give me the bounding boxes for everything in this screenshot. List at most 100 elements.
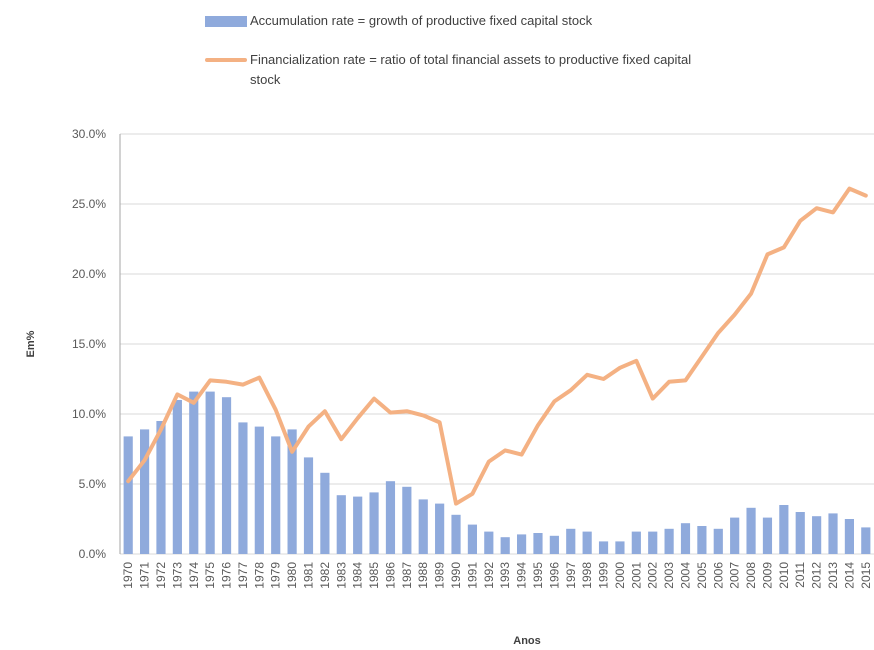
y-axis-title: Em% <box>25 330 37 357</box>
x-tick-label: 2005 <box>695 562 709 589</box>
bar <box>353 496 363 554</box>
x-tick-label: 1970 <box>121 562 135 589</box>
bar <box>303 457 314 554</box>
x-tick-label: 1999 <box>597 562 611 589</box>
bar <box>664 528 674 554</box>
x-tick-label: 1979 <box>269 562 283 589</box>
bar <box>385 481 396 554</box>
bar <box>271 436 281 554</box>
legend-label: Financialization rate = ratio of total f… <box>250 52 692 87</box>
bar <box>516 534 527 554</box>
x-tick-label: 2009 <box>760 562 774 589</box>
x-tick-label: 2011 <box>793 562 807 588</box>
y-tick-label: 5.0% <box>79 477 107 491</box>
bar <box>812 516 822 554</box>
x-tick-label: 1984 <box>351 562 365 589</box>
bar <box>156 421 166 554</box>
bar <box>369 492 379 554</box>
x-tick-label: 1986 <box>383 562 397 589</box>
y-tick-label: 15.0% <box>72 337 106 351</box>
y-tick-label: 25.0% <box>72 197 106 211</box>
bar <box>779 505 789 554</box>
legend-label: Accumulation rate = growth of productive… <box>250 13 593 28</box>
x-tick-label: 1983 <box>334 562 348 589</box>
bar <box>287 429 297 554</box>
bar <box>828 513 838 554</box>
x-tick-label: 1982 <box>318 562 332 589</box>
bar <box>746 507 756 554</box>
bar <box>730 517 740 554</box>
x-tick-label: 2010 <box>777 562 791 589</box>
y-tick-label: 0.0% <box>79 547 107 561</box>
bar <box>566 528 576 554</box>
x-tick-label: 2008 <box>744 562 758 589</box>
x-tick-label: 1998 <box>580 562 594 589</box>
x-tick-label: 1994 <box>515 562 529 589</box>
x-tick-label: 2003 <box>662 562 676 589</box>
bar <box>467 524 478 554</box>
bar <box>189 391 199 554</box>
bar <box>205 391 215 554</box>
x-tick-label: 1992 <box>482 562 496 589</box>
bar <box>762 517 773 554</box>
bar <box>861 527 871 554</box>
bar <box>402 486 412 554</box>
x-tick-label: 2013 <box>826 562 840 589</box>
x-tick-label: 2012 <box>810 562 824 589</box>
x-tick-label: 1988 <box>416 562 430 589</box>
line <box>126 186 868 506</box>
bar <box>451 514 461 554</box>
bar <box>615 541 625 554</box>
bar <box>435 503 445 554</box>
x-tick-label: 1990 <box>449 562 463 589</box>
x-tick-label: 1972 <box>154 562 168 589</box>
x-tick-label: 1995 <box>531 562 545 589</box>
bar <box>549 535 559 554</box>
bar <box>418 499 428 554</box>
x-tick-label: 1985 <box>367 562 381 589</box>
y-tick-label: 10.0% <box>72 407 106 421</box>
bar <box>844 519 855 554</box>
x-tick-label: 1996 <box>547 562 561 589</box>
legend-swatch-line <box>205 58 247 62</box>
x-tick-label: 2015 <box>859 562 873 589</box>
x-tick-label: 2004 <box>679 562 693 589</box>
x-tick-label: 2002 <box>646 562 660 589</box>
x-tick-label: 1981 <box>302 562 316 589</box>
x-tick-label: 1980 <box>285 562 299 589</box>
bar <box>598 541 609 554</box>
x-tick-label: 2001 <box>629 562 643 589</box>
bar <box>484 531 494 554</box>
x-tick-label: 2014 <box>842 562 856 589</box>
bar <box>631 531 641 554</box>
x-tick-label: 2006 <box>711 562 725 589</box>
bar <box>336 495 346 554</box>
bar <box>320 472 330 554</box>
x-tick-label: 1987 <box>400 562 414 589</box>
bar <box>254 426 264 554</box>
bar <box>697 526 707 554</box>
x-tick-label: 1976 <box>220 562 234 589</box>
x-axis-title: Anos <box>513 635 541 647</box>
legend-swatch-bars <box>205 16 247 27</box>
bar <box>582 531 592 554</box>
x-tick-label: 1977 <box>236 562 250 589</box>
bar <box>139 429 150 554</box>
x-tick-label: 1978 <box>252 562 266 589</box>
x-tick-label: 1991 <box>465 562 479 589</box>
x-tick-label: 1975 <box>203 562 217 589</box>
x-tick-label: 1997 <box>564 562 578 589</box>
x-tick-label: 2007 <box>728 562 742 589</box>
x-tick-label: 1974 <box>187 562 201 589</box>
x-tick-label: 2000 <box>613 562 627 589</box>
x-tick-label: 1971 <box>138 562 152 589</box>
bar <box>500 537 510 554</box>
x-tick-label: 1993 <box>498 562 512 589</box>
y-tick-label: 20.0% <box>72 267 106 281</box>
bar <box>123 436 133 554</box>
bar <box>795 512 805 554</box>
bar <box>680 523 691 554</box>
bar <box>221 397 232 554</box>
